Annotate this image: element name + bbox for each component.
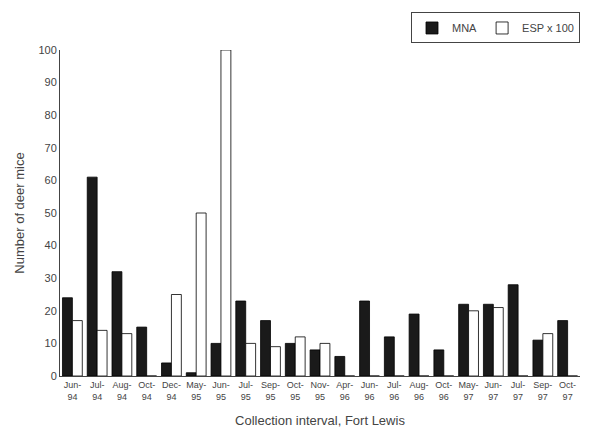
svg-text:40: 40 (45, 239, 57, 251)
svg-text:10: 10 (45, 337, 57, 349)
svg-text:May-97: May-97 (459, 380, 479, 402)
svg-text:Jul-97: Jul-97 (511, 380, 526, 402)
svg-text:100: 100 (38, 44, 56, 56)
svg-text:Oct-96: Oct-96 (435, 380, 452, 402)
svg-text:Number of deer mice: Number of deer mice (12, 152, 27, 273)
svg-text:Collection interval, Fort Lewi: Collection interval, Fort Lewis (235, 413, 405, 428)
svg-text:Jul-95: Jul-95 (238, 380, 253, 402)
svg-text:Jun-96: Jun-96 (361, 380, 379, 402)
svg-text:Jun-95: Jun-95 (212, 380, 230, 402)
svg-text:Apr-96: Apr-96 (336, 380, 353, 402)
svg-text:Sep-97: Sep-97 (533, 380, 552, 402)
svg-text:ESP x 100: ESP x 100 (522, 22, 574, 34)
svg-text:80: 80 (45, 109, 57, 121)
svg-text:Jun-94: Jun-94 (64, 380, 82, 402)
svg-text:Sep-95: Sep-95 (261, 380, 280, 402)
svg-text:60: 60 (45, 174, 57, 186)
svg-text:90: 90 (45, 76, 57, 88)
svg-text:20: 20 (45, 305, 57, 317)
svg-text:Dec-94: Dec-94 (162, 380, 181, 402)
svg-text:Oct-97: Oct-97 (559, 380, 576, 402)
svg-text:Oct-95: Oct-95 (287, 380, 304, 402)
svg-text:Jul-96: Jul-96 (387, 380, 402, 402)
svg-text:30: 30 (45, 272, 57, 284)
svg-text:Jul-94: Jul-94 (90, 380, 105, 402)
svg-text:Aug-96: Aug-96 (410, 380, 429, 402)
svg-text:Oct-94: Oct-94 (138, 380, 155, 402)
svg-text:Aug-94: Aug-94 (112, 380, 131, 402)
svg-text:0: 0 (51, 370, 57, 382)
svg-text:May-95: May-95 (186, 380, 206, 402)
svg-text:MNA: MNA (452, 22, 477, 34)
svg-text:70: 70 (45, 142, 57, 154)
svg-text:Jun-97: Jun-97 (485, 380, 503, 402)
svg-text:Nov-95: Nov-95 (310, 380, 329, 402)
svg-text:50: 50 (45, 207, 57, 219)
